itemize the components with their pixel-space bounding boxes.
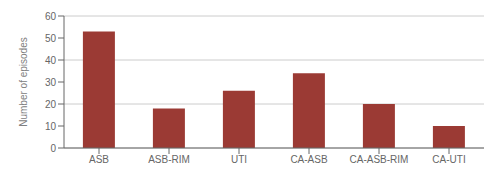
svg-text:50: 50 — [45, 33, 57, 44]
svg-text:60: 60 — [45, 11, 57, 22]
svg-text:Number of episodes: Number of episodes — [18, 37, 29, 127]
svg-text:CA-UTI: CA-UTI — [432, 154, 465, 165]
svg-text:0: 0 — [50, 143, 56, 154]
svg-text:UTI: UTI — [231, 154, 247, 165]
svg-text:CA-ASB: CA-ASB — [290, 154, 328, 165]
svg-text:ASB: ASB — [89, 154, 109, 165]
svg-text:30: 30 — [45, 77, 57, 88]
svg-text:10: 10 — [45, 121, 57, 132]
svg-text:ASB-RIM: ASB-RIM — [148, 154, 190, 165]
svg-text:40: 40 — [45, 55, 57, 66]
svg-text:CA-ASB-RIM: CA-ASB-RIM — [350, 154, 409, 165]
svg-text:20: 20 — [45, 99, 57, 110]
